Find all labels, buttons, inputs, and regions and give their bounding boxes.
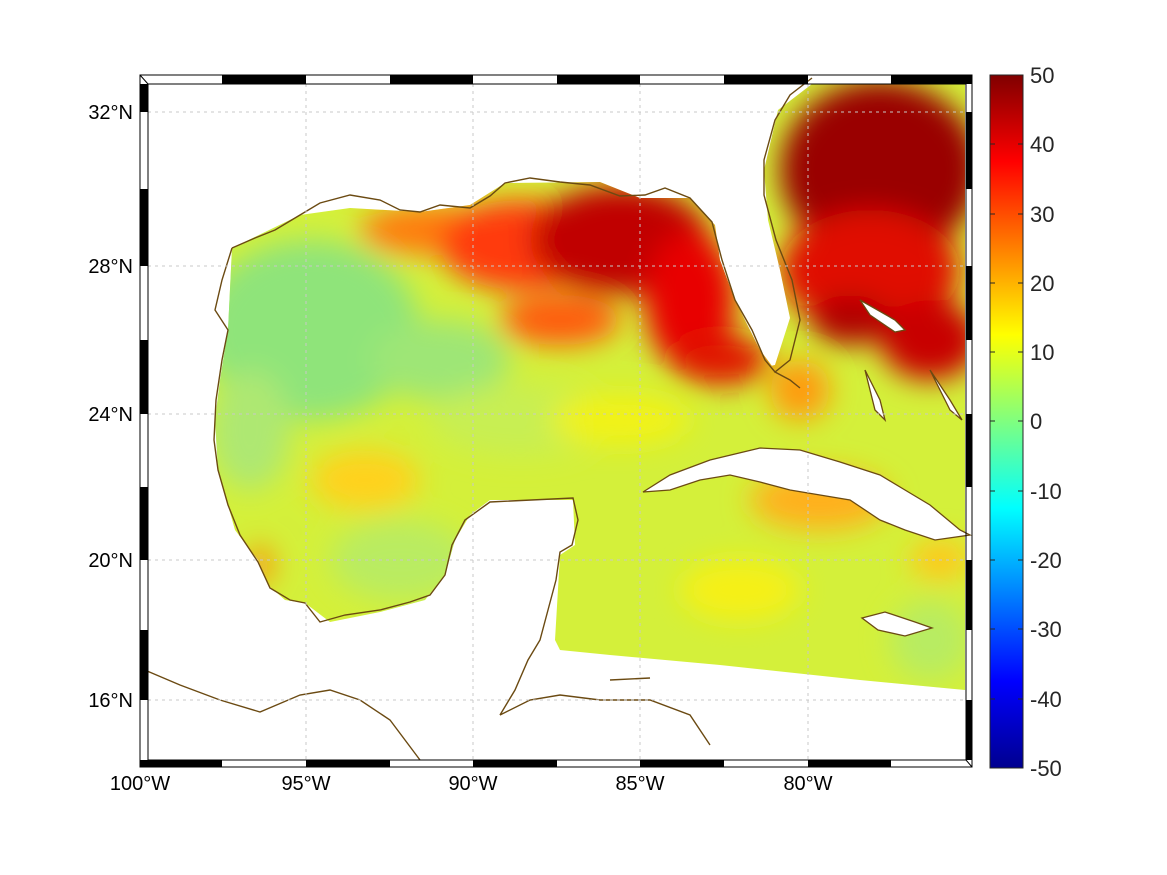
colorbar-tick-label: -30 — [1030, 617, 1062, 642]
lat-tick-label: 28°N — [88, 256, 133, 278]
lat-tick-label: 16°N — [88, 690, 133, 712]
lat-tick-label: 32°N — [88, 102, 133, 124]
colorbar-tick-label: 50 — [1030, 63, 1054, 88]
colorbar-gradient — [989, 74, 1024, 769]
colorbar: 50 40 30 20 10 0 -10 -20 -30 -40 -50 — [989, 63, 1062, 781]
land-mask — [642, 299, 973, 637]
colorbar-tick-label: -50 — [1030, 756, 1062, 781]
lon-tick-label: 100°W — [110, 773, 170, 795]
colorbar-tick-label: 20 — [1030, 271, 1054, 296]
colorbar-tick-label: -10 — [1030, 479, 1062, 504]
colorbar-tick-label: -40 — [1030, 687, 1062, 712]
coastlines — [139, 77, 813, 761]
lat-tick-label: 24°N — [88, 404, 133, 426]
colorbar-tick-label: 40 — [1030, 132, 1054, 157]
graticule — [148, 84, 966, 760]
lat-tick-label: 20°N — [88, 550, 133, 572]
colorbar-tick-label: 30 — [1030, 202, 1054, 227]
lat-tick-labels: 32°N 28°N 24°N 20°N 16°N — [88, 102, 133, 712]
colorbar-tick-label: 10 — [1030, 340, 1054, 365]
colorbar-tick-label: -20 — [1030, 548, 1062, 573]
lon-tick-label: 80°W — [783, 773, 832, 795]
colorbar-tick-label: 0 — [1030, 409, 1042, 434]
sea-surface-field — [215, 84, 965, 690]
lon-tick-labels: 100°W 95°W 90°W 85°W 80°W — [110, 773, 833, 795]
lon-tick-label: 85°W — [615, 773, 664, 795]
map-frame — [139, 74, 973, 768]
lon-tick-label: 95°W — [281, 773, 330, 795]
lon-tick-label: 90°W — [448, 773, 497, 795]
